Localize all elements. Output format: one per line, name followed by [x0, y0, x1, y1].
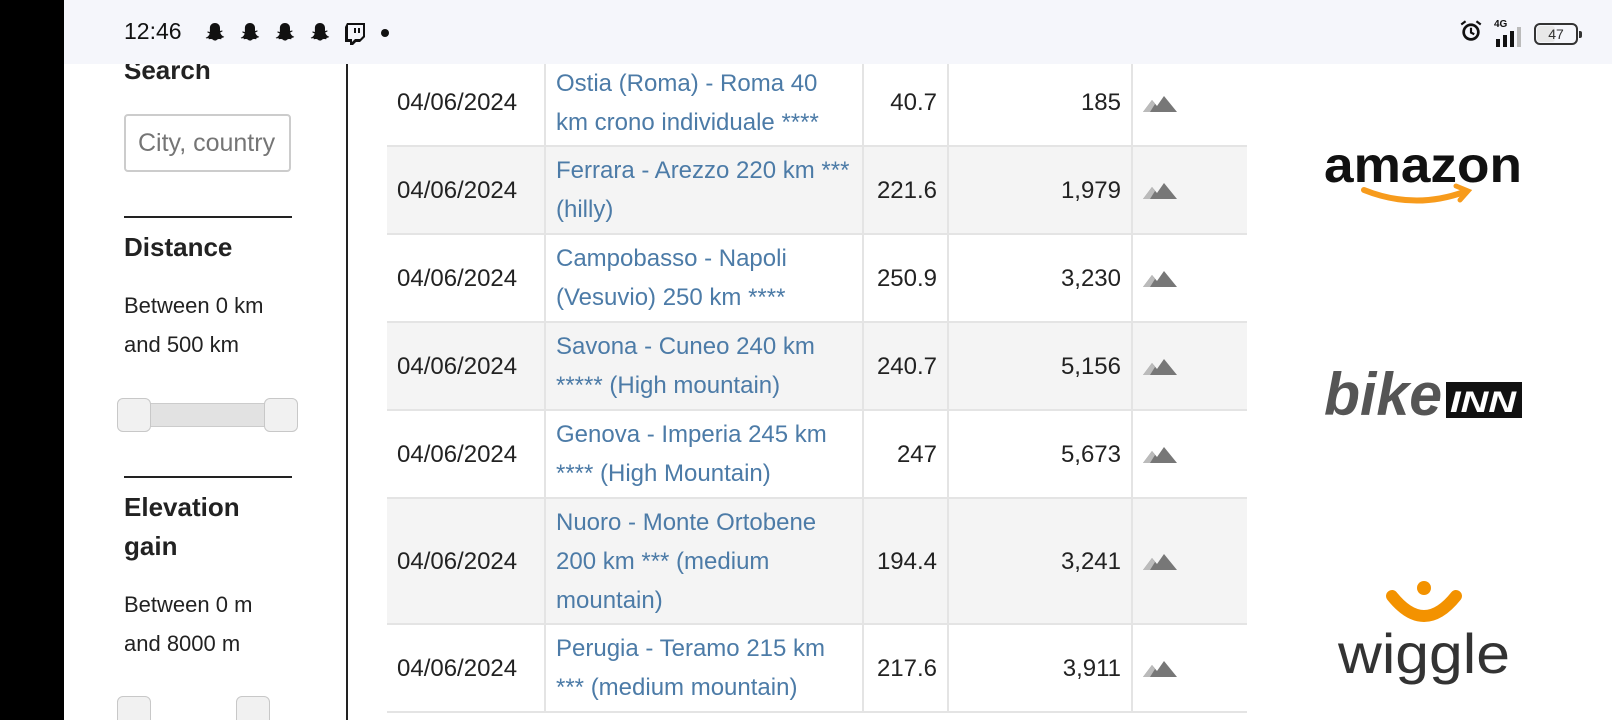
- slider-max-handle[interactable]: [264, 398, 298, 432]
- elevation-range-text: Between 0 m: [124, 592, 253, 617]
- date-cell: 04/06/2024: [387, 410, 546, 498]
- battery-icon: 47: [1534, 22, 1582, 45]
- bikeinn-logo-badge: INN: [1450, 386, 1518, 419]
- snapchat-icon: [307, 20, 332, 45]
- slider-min-handle[interactable]: [117, 696, 151, 720]
- wiggle-ad[interactable]: wiggle: [1324, 578, 1524, 693]
- slider-track[interactable]: [134, 403, 284, 427]
- alarm-icon: [1458, 18, 1484, 49]
- elevation-profile-icon[interactable]: [1143, 269, 1177, 287]
- profile-cell[interactable]: [1132, 322, 1247, 410]
- elevation-cell: 5,673: [948, 410, 1133, 498]
- elevation-profile-icon[interactable]: [1143, 94, 1177, 112]
- elevation-cell: 3,241: [948, 498, 1133, 624]
- phone-screen: 12:46 4G: [64, 0, 1612, 720]
- distance-heading: Distance: [124, 232, 233, 262]
- distance-cell: 40.7: [863, 60, 949, 146]
- amazon-ad[interactable]: amazon: [1324, 137, 1524, 215]
- route-link[interactable]: Nuoro - Monte Ortobene 200 km *** (mediu…: [545, 498, 864, 624]
- amazon-smile-icon: [1361, 187, 1467, 204]
- date-cell: 04/06/2024: [387, 498, 546, 624]
- search-input[interactable]: [124, 114, 291, 172]
- distance-cell: 240.7: [863, 322, 949, 410]
- elevation-cell: 185: [948, 60, 1133, 146]
- distance-cell: 247: [863, 410, 949, 498]
- distance-cell: 250.9: [863, 234, 949, 322]
- slider-max-handle[interactable]: [236, 696, 270, 720]
- divider: [124, 476, 292, 478]
- amazon-logo-text: amazon: [1324, 140, 1522, 193]
- divider: [124, 216, 292, 218]
- table-row: 04/06/2024 Genova - Imperia 245 km **** (…: [387, 410, 1247, 498]
- table-row: 04/06/2024 Savona - Cuneo 240 km ***** (H…: [387, 322, 1247, 410]
- table-row: 04/06/2024 Perugia - Teramo 215 km *** (m…: [387, 624, 1247, 712]
- date-cell: 04/06/2024: [387, 322, 546, 410]
- table-row: 04/06/2024 Campobasso - Napoli (Vesuvio) …: [387, 234, 1247, 322]
- notification-icons: [202, 20, 389, 45]
- elevation-profile-icon[interactable]: [1143, 552, 1177, 570]
- filter-sidebar: Search Distance Between 0 km and 500 km …: [64, 55, 348, 720]
- elevation-cell: 3,911: [948, 624, 1133, 712]
- profile-cell[interactable]: [1132, 146, 1247, 234]
- table-row: 04/06/2024 Nuoro - Monte Ortobene 200 km …: [387, 498, 1247, 624]
- elevation-profile-icon[interactable]: [1143, 659, 1177, 677]
- results-table: 04/06/2024 Ostia (Roma) - Roma 40 km cron…: [387, 60, 1247, 713]
- clock: 12:46: [124, 18, 182, 44]
- network-type-label: 4G: [1494, 18, 1508, 30]
- route-link[interactable]: Genova - Imperia 245 km **** (High Mount…: [545, 410, 864, 498]
- distance-cell: 221.6: [863, 146, 949, 234]
- wiggle-logo-icon: [1386, 581, 1462, 622]
- date-cell: 04/06/2024: [387, 60, 546, 146]
- profile-cell[interactable]: [1132, 234, 1247, 322]
- elevation-profile-icon[interactable]: [1143, 445, 1177, 463]
- elevation-cell: 3,230: [948, 234, 1133, 322]
- distance-range-text: and 500 km: [124, 332, 239, 357]
- distance-range-text: Between 0 km: [124, 293, 264, 318]
- sidebar-divider: [346, 64, 348, 720]
- route-link[interactable]: Ferrara - Arezzo 220 km *** (hilly): [545, 146, 864, 234]
- battery-level: 47: [1548, 25, 1564, 42]
- wiggle-logo-text: wiggle: [1337, 622, 1510, 685]
- distance-cell: 194.4: [863, 498, 949, 624]
- battery-level-fill: [1537, 25, 1555, 42]
- slider-min-handle[interactable]: [117, 398, 151, 432]
- elevation-heading: gain: [124, 531, 178, 561]
- date-cell: 04/06/2024: [387, 624, 546, 712]
- bikeinn-logo-text: bike: [1324, 361, 1442, 428]
- snapchat-icon: [272, 20, 297, 45]
- route-link[interactable]: Savona - Cuneo 240 km ***** (High mounta…: [545, 322, 864, 410]
- profile-cell[interactable]: [1132, 410, 1247, 498]
- signal-icon: 4G: [1494, 18, 1524, 47]
- elevation-heading: Elevation: [124, 492, 240, 522]
- elevation-profile-icon[interactable]: [1143, 181, 1177, 199]
- profile-cell[interactable]: [1132, 498, 1247, 624]
- table-row: 04/06/2024 Ferrara - Arezzo 220 km *** (h…: [387, 146, 1247, 234]
- route-link[interactable]: Ostia (Roma) - Roma 40 km crono individu…: [545, 60, 864, 146]
- elevation-cell: 5,156: [948, 322, 1133, 410]
- system-icons: 4G 47: [1458, 18, 1582, 49]
- elevation-range-text: and 8000 m: [124, 631, 241, 656]
- elevation-profile-icon[interactable]: [1143, 357, 1177, 375]
- date-cell: 04/06/2024: [387, 234, 546, 322]
- route-link[interactable]: Perugia - Teramo 215 km *** (medium moun…: [545, 624, 864, 712]
- status-bar: 12:46 4G: [64, 0, 1612, 64]
- distance-cell: 217.6: [863, 624, 949, 712]
- more-notifications-dot: [381, 28, 389, 37]
- table-row: 04/06/2024 Ostia (Roma) - Roma 40 km cron…: [387, 60, 1247, 146]
- route-link[interactable]: Campobasso - Napoli (Vesuvio) 250 km ***…: [545, 234, 864, 322]
- date-cell: 04/06/2024: [387, 146, 546, 234]
- elevation-cell: 1,979: [948, 146, 1133, 234]
- snapchat-icon: [202, 20, 227, 45]
- snapchat-icon: [237, 20, 262, 45]
- profile-cell[interactable]: [1132, 624, 1247, 712]
- bikeinn-ad[interactable]: bike INN: [1324, 360, 1524, 435]
- profile-cell[interactable]: [1132, 60, 1247, 146]
- twitch-icon: [342, 20, 367, 45]
